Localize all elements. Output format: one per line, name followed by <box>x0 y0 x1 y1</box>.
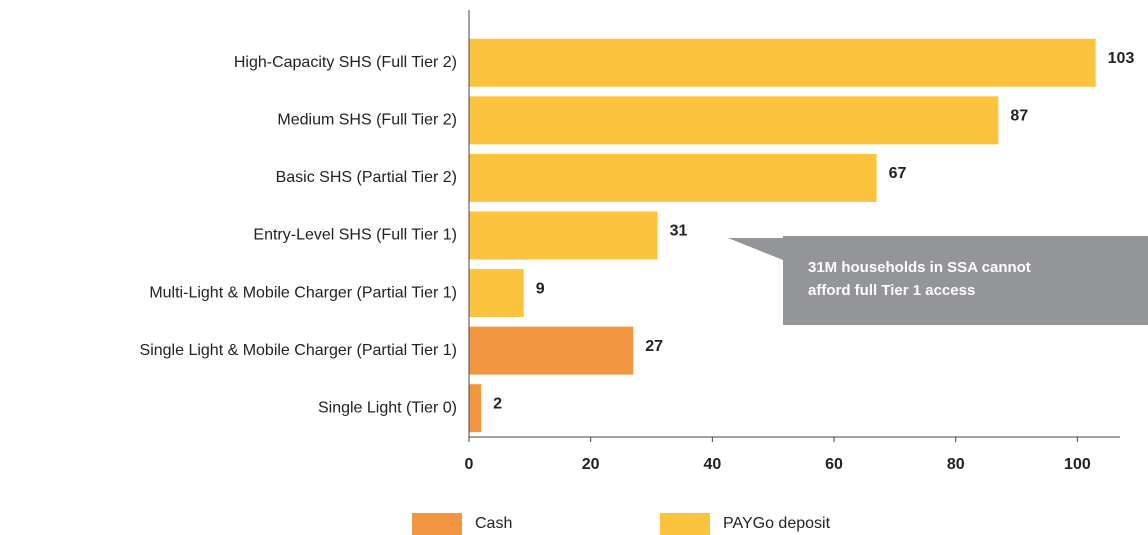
annotation-box <box>728 236 1148 325</box>
y-tick-label: Single Light & Mobile Charger (Partial T… <box>140 342 457 359</box>
legend-swatch <box>412 513 462 535</box>
y-tick-label: High-Capacity SHS (Full Tier 2) <box>234 54 457 71</box>
x-tick-label: 60 <box>825 456 843 473</box>
y-tick-label: Single Light (Tier 0) <box>318 399 457 416</box>
bar <box>469 211 658 260</box>
x-tick-label: 80 <box>947 456 965 473</box>
x-tick-label: 100 <box>1064 456 1091 473</box>
legend-label: PAYGo deposit <box>723 515 831 532</box>
x-tick-label: 20 <box>582 456 600 473</box>
data-label: 2 <box>493 395 502 412</box>
data-label: 87 <box>1010 108 1028 125</box>
legend-swatch <box>660 513 710 535</box>
y-tick-label: Entry-Level SHS (Full Tier 1) <box>253 227 457 244</box>
bar <box>469 384 482 433</box>
x-tick-label: 0 <box>465 456 474 473</box>
annotation: 31M households in SSA cannot <box>808 259 1031 276</box>
legend-label: Cash <box>475 515 512 532</box>
bar <box>469 326 634 375</box>
y-tick-label: Basic SHS (Partial Tier 2) <box>276 169 457 186</box>
data-label: 103 <box>1108 50 1135 67</box>
bar <box>469 96 999 145</box>
data-label: 31 <box>670 223 688 240</box>
annotation: afford full Tier 1 access <box>808 282 975 299</box>
data-label: 9 <box>536 280 545 297</box>
bar <box>469 153 877 202</box>
bar <box>469 269 524 318</box>
bar <box>469 38 1096 87</box>
x-tick-label: 40 <box>703 456 721 473</box>
y-tick-label: Multi-Light & Mobile Charger (Partial Ti… <box>149 284 457 301</box>
y-tick-label: Medium SHS (Full Tier 2) <box>277 112 457 129</box>
data-label: 27 <box>645 338 663 355</box>
data-label: 67 <box>889 165 907 182</box>
